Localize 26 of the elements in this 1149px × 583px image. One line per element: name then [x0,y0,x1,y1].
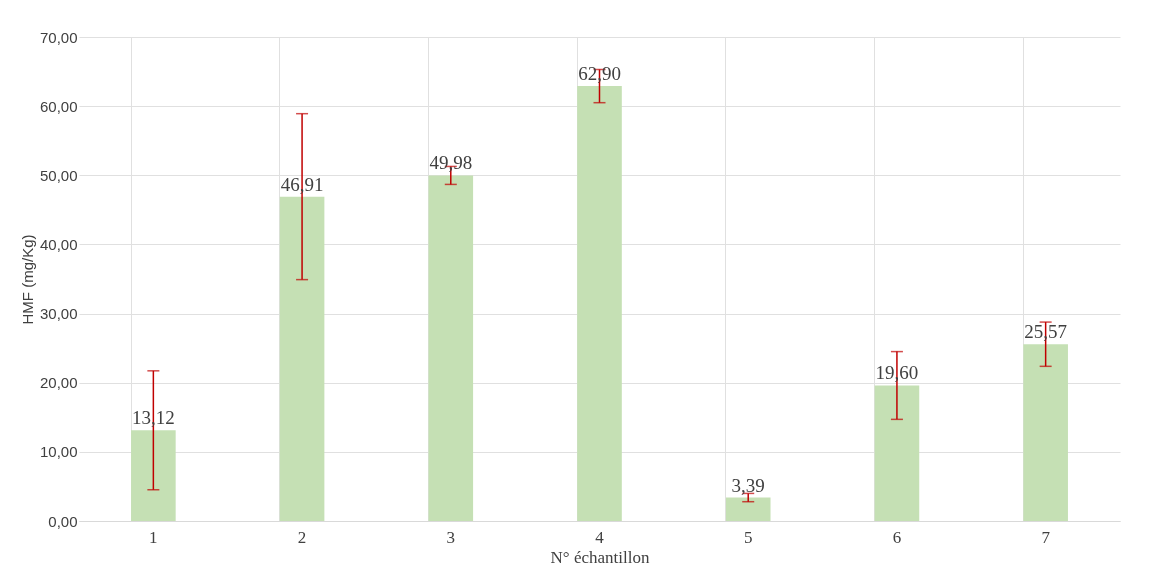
bar [577,86,622,521]
y-tick-label: 60,00 [39,97,78,115]
bar [1023,344,1068,521]
y-tick-label: 50,00 [39,166,78,184]
y-tick-label: 0,00 [48,512,78,530]
y-tick-label: 20,00 [39,374,78,392]
x-axis-title: N° échantillon [550,547,650,567]
bar [725,497,771,521]
bar [428,175,474,521]
bar [131,430,176,521]
y-axis-title: HMF (mg/Kg) [18,234,36,325]
bar [874,385,920,521]
data-label: 3,39 [731,474,765,496]
bar [279,196,325,521]
x-tick-label: 1 [149,527,158,547]
y-tick-label: 70,00 [39,28,78,46]
x-tick-label: 3 [446,527,456,547]
x-tick-label: 7 [1041,527,1051,547]
x-tick-label: 6 [892,527,902,547]
data-label: 49,98 [429,152,473,174]
x-tick-label: 4 [595,527,605,547]
y-tick-label: 30,00 [39,305,78,323]
x-tick-label: 5 [743,527,753,547]
y-tick-label: 40,00 [39,235,78,253]
y-tick-label: 10,00 [39,443,78,461]
x-tick-label: 2 [297,527,307,547]
